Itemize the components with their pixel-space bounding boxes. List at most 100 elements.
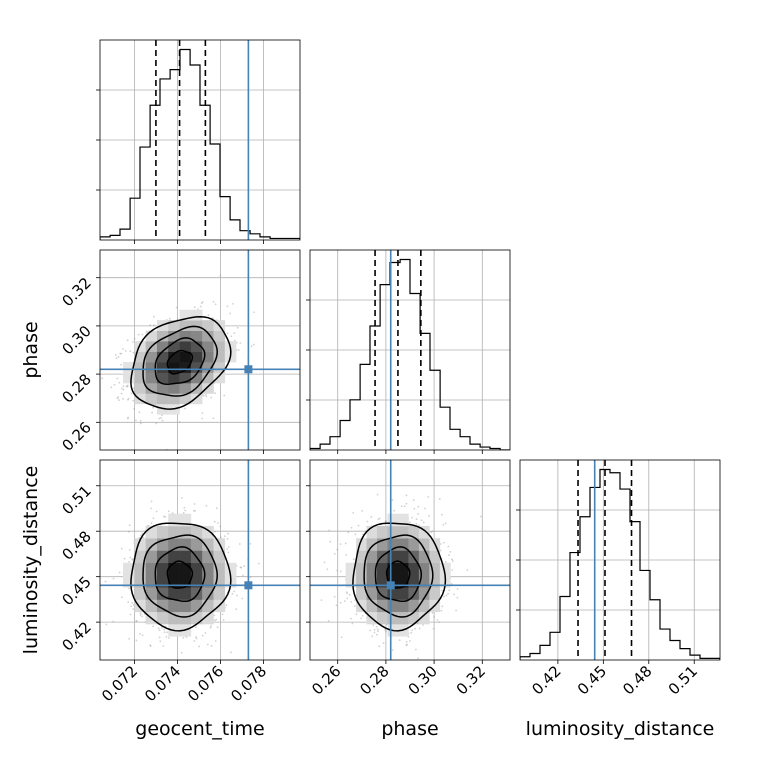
scatter-point bbox=[352, 512, 355, 514]
scatter-point bbox=[199, 305, 202, 308]
scatter-point bbox=[201, 412, 204, 414]
scatter-point bbox=[125, 385, 128, 388]
scatter-point bbox=[250, 345, 253, 348]
scatter-point bbox=[391, 649, 394, 651]
scatter-point bbox=[160, 414, 163, 417]
scatter-point bbox=[428, 514, 430, 517]
scatter-point bbox=[444, 522, 447, 525]
axes-frame bbox=[99, 459, 301, 661]
scatter-point bbox=[441, 589, 443, 592]
scatter-point bbox=[418, 627, 421, 630]
density-cell bbox=[213, 575, 226, 588]
density-cell bbox=[134, 587, 146, 600]
scatter-point bbox=[431, 530, 434, 533]
scatter-point bbox=[158, 629, 161, 632]
scatter-point bbox=[320, 599, 323, 602]
scatter-point bbox=[329, 540, 332, 543]
density-cell bbox=[387, 575, 399, 588]
y-tick-label-luminosity_distance: 0.45 bbox=[58, 573, 94, 609]
scatter-point bbox=[343, 600, 346, 602]
density-cell bbox=[145, 562, 158, 576]
scatter-point bbox=[175, 306, 178, 309]
scatter-point bbox=[207, 314, 210, 316]
scatter-point bbox=[340, 636, 343, 639]
scatter-point bbox=[139, 534, 142, 537]
density-cell bbox=[397, 525, 409, 539]
density-cell bbox=[408, 575, 420, 588]
scatter-point bbox=[155, 422, 158, 425]
scatter-point bbox=[141, 532, 144, 535]
density-cell bbox=[213, 372, 226, 384]
density-cell bbox=[168, 372, 180, 384]
scatter-point bbox=[163, 515, 165, 518]
x-tick-label-geocent_time: 0.078 bbox=[227, 662, 270, 705]
scatter-point bbox=[229, 312, 231, 315]
scatter-point bbox=[214, 640, 217, 642]
scatter-point bbox=[442, 541, 445, 544]
density-cell bbox=[387, 525, 399, 539]
density-cell bbox=[397, 550, 409, 564]
scatter-point bbox=[163, 631, 166, 634]
scatter-point bbox=[239, 566, 242, 569]
scatter-point bbox=[167, 637, 170, 639]
scatter-point bbox=[240, 566, 243, 569]
scatter-point bbox=[422, 624, 424, 626]
scatter-point bbox=[128, 587, 130, 590]
scatter-point bbox=[257, 562, 260, 565]
scatter-point bbox=[135, 620, 138, 623]
y-tick-label-luminosity_distance: 0.42 bbox=[58, 618, 94, 654]
scatter-point bbox=[233, 332, 236, 334]
density-cell bbox=[179, 320, 192, 331]
scatter-point bbox=[445, 594, 448, 597]
scatter-point bbox=[440, 513, 443, 516]
density-cell bbox=[156, 562, 169, 576]
scatter-point bbox=[206, 643, 209, 646]
scatter-point bbox=[139, 422, 142, 425]
density-cell bbox=[156, 351, 169, 363]
scatter-point bbox=[124, 350, 127, 352]
scatter-point bbox=[131, 602, 134, 604]
y-tick-label-luminosity_distance: 0.51 bbox=[58, 482, 94, 518]
density-cell bbox=[190, 330, 203, 342]
density-cell bbox=[387, 599, 399, 613]
density-cell bbox=[145, 550, 158, 564]
scatter-point bbox=[350, 601, 353, 603]
scatter-point bbox=[129, 613, 132, 616]
density-cell bbox=[168, 513, 180, 527]
scatter-point bbox=[115, 353, 117, 356]
scatter-point bbox=[417, 512, 420, 515]
scatter-point bbox=[202, 394, 205, 397]
scatter-point bbox=[167, 510, 170, 513]
density-cell bbox=[156, 611, 169, 625]
scatter-point bbox=[115, 357, 118, 359]
scatter-point bbox=[422, 521, 425, 524]
density-cell bbox=[408, 525, 420, 539]
scatter-point bbox=[443, 595, 445, 598]
density-cell bbox=[179, 575, 192, 588]
density-cell bbox=[145, 599, 158, 613]
density-cell bbox=[179, 587, 192, 600]
scatter-point bbox=[351, 622, 354, 625]
scatter-point bbox=[128, 637, 131, 640]
truth-marker bbox=[386, 581, 395, 590]
scatter-point bbox=[194, 636, 197, 638]
density-cell bbox=[190, 611, 203, 625]
density-cell bbox=[356, 538, 367, 551]
x-tick-label-luminosity_distance: 0.42 bbox=[528, 662, 564, 698]
scatter-point bbox=[442, 523, 445, 526]
scatter-point bbox=[112, 577, 115, 580]
scatter-point bbox=[117, 396, 120, 399]
scatter-point bbox=[408, 521, 411, 524]
density-cell bbox=[179, 550, 192, 564]
scatter-point bbox=[219, 274, 222, 277]
scatter-point bbox=[384, 520, 387, 523]
density-cell bbox=[366, 587, 378, 600]
scatter-point bbox=[252, 343, 255, 346]
scatter-point bbox=[149, 645, 152, 647]
density-cell bbox=[202, 351, 214, 363]
density-cell bbox=[145, 362, 158, 373]
scatter-point bbox=[164, 515, 166, 518]
histogram-step-geocent_time bbox=[100, 48, 300, 240]
density-cell bbox=[190, 320, 203, 331]
